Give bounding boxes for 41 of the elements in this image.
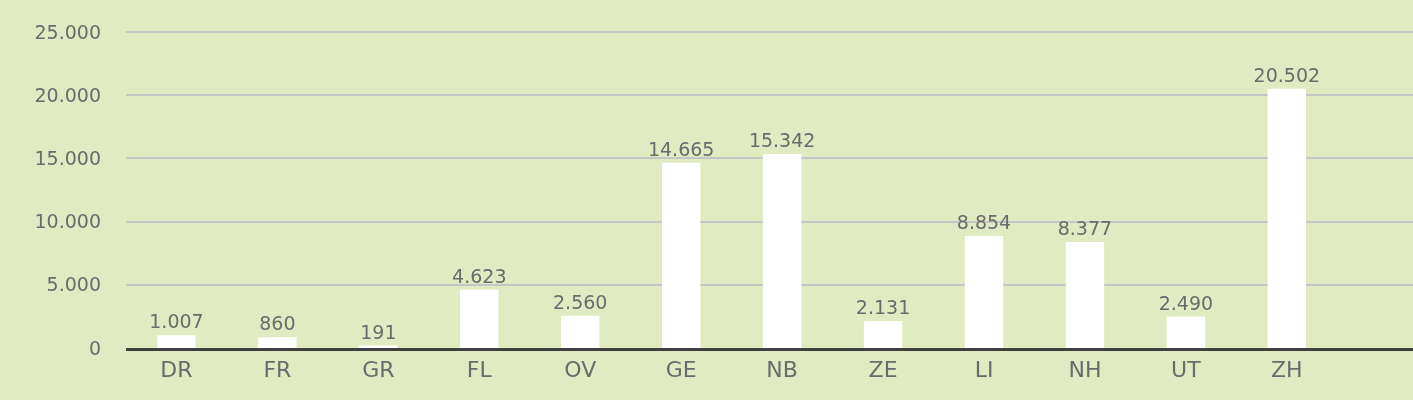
data-label: 1.007 (149, 310, 204, 333)
bar (863, 321, 903, 348)
x-tick-label: DR (160, 357, 193, 383)
x-tick-label: FR (263, 357, 292, 383)
bar (1065, 242, 1105, 348)
data-label: 191 (360, 320, 397, 343)
bar (258, 337, 297, 348)
x-tick-label: NH (1068, 357, 1102, 383)
x-tick-label: GE (665, 357, 697, 383)
bar (460, 289, 499, 348)
bar (662, 162, 701, 348)
bar (157, 335, 196, 348)
data-label: 2.560 (553, 290, 608, 313)
y-tick-label: 10.000 (34, 210, 101, 233)
bar (1267, 88, 1306, 348)
y-tick-label: 25.000 (34, 20, 101, 43)
data-label: 20.502 (1253, 63, 1321, 86)
x-tick-label: GR (362, 357, 395, 383)
data-label: 14.665 (647, 137, 715, 160)
data-label: 2.490 (1158, 291, 1214, 314)
data-label: 4.623 (452, 264, 507, 287)
y-tick-label: 15.000 (34, 147, 101, 170)
data-label: 15.342 (748, 129, 816, 152)
y-tick-label: 5.000 (46, 273, 101, 296)
bar (762, 154, 802, 348)
bar (561, 315, 600, 348)
bar (964, 236, 1004, 348)
x-tick-label: ZH (1271, 357, 1303, 383)
x-tick-label: NB (766, 357, 798, 383)
data-label: 2.131 (855, 296, 911, 319)
data-label: 8.854 (956, 211, 1012, 234)
y-tick-label: 20.000 (34, 83, 101, 106)
data-label: 8.377 (1057, 217, 1113, 240)
data-label: 860 (259, 312, 296, 335)
x-tick-label: FL (466, 357, 493, 383)
x-tick-label: LI (974, 357, 994, 383)
y-tick-label: 0 (88, 336, 101, 359)
x-tick-label: OV (564, 357, 597, 383)
x-tick-label: ZE (868, 357, 898, 383)
bar (1166, 316, 1206, 348)
x-tick-label: UT (1171, 357, 1202, 383)
